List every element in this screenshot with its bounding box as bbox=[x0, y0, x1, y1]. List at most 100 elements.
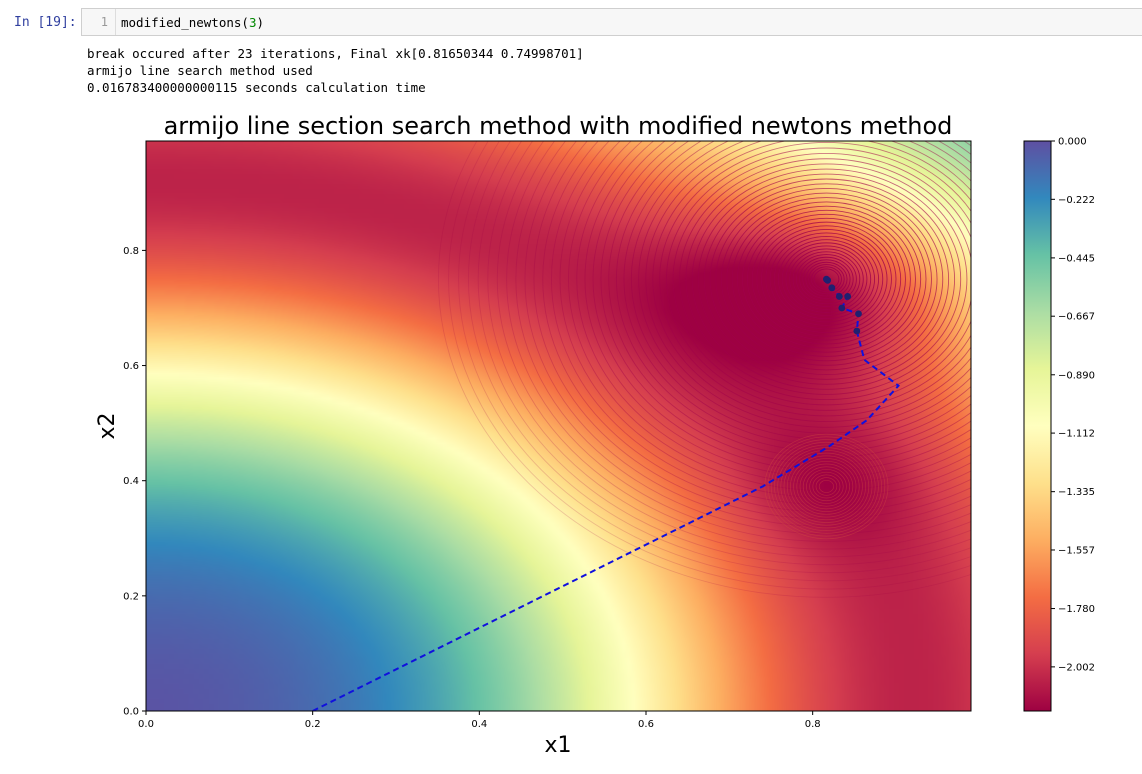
cell-prompt: In [19]: bbox=[14, 15, 77, 30]
contour-ring bbox=[524, 141, 971, 527]
contour-ring bbox=[652, 141, 971, 422]
contour-ring bbox=[751, 217, 902, 341]
contour-ring bbox=[638, 141, 971, 434]
contour-ring bbox=[799, 256, 854, 302]
colorbar-tick-label: −1.335 bbox=[1058, 487, 1095, 498]
contour-ring bbox=[616, 141, 971, 452]
iterate-marker bbox=[853, 327, 861, 335]
contour-ring bbox=[785, 245, 868, 313]
contour-ring-secondary bbox=[818, 479, 834, 493]
contour-ring bbox=[630, 141, 971, 440]
contour-ring bbox=[746, 213, 906, 345]
contour-ring bbox=[709, 183, 944, 376]
chart-title: armijo line section search method with m… bbox=[164, 112, 953, 140]
contour-ring-secondary bbox=[802, 466, 850, 507]
contour-ring bbox=[781, 242, 872, 316]
y-tick-label: 0.6 bbox=[123, 361, 139, 372]
gutter-separator bbox=[115, 9, 116, 35]
y-axis-label: x2 bbox=[95, 412, 120, 439]
contour-ring bbox=[608, 141, 971, 459]
colorbar-tick-label: −0.667 bbox=[1058, 312, 1095, 323]
contour-ring bbox=[703, 178, 950, 380]
contour-ring bbox=[760, 225, 892, 333]
code-function-call: modified_newtons( bbox=[121, 15, 249, 30]
contour-ring bbox=[468, 141, 971, 574]
contour-ring-secondary bbox=[774, 441, 879, 532]
contour-ring bbox=[672, 153, 971, 406]
contour-ring bbox=[769, 232, 884, 326]
contour-ring bbox=[438, 141, 971, 598]
contour-ring bbox=[576, 141, 971, 485]
contour-ring bbox=[679, 158, 971, 401]
colorbar-tick-label: −0.890 bbox=[1058, 370, 1095, 381]
contour-ring bbox=[813, 268, 840, 290]
output-line-time: 0.016783400000000115 seconds calculation… bbox=[87, 80, 426, 95]
y-tick-label: 0.0 bbox=[123, 707, 139, 718]
contour-ring bbox=[659, 142, 971, 417]
y-tick-label: 0.4 bbox=[123, 476, 139, 487]
contour-ring-secondary bbox=[793, 458, 860, 515]
iterate-marker bbox=[823, 275, 830, 283]
colorbar-tick-label: −1.780 bbox=[1058, 604, 1095, 615]
x-tick-label: 0.4 bbox=[471, 719, 487, 730]
contour-ring bbox=[795, 254, 857, 305]
contour-ring bbox=[810, 266, 842, 292]
line-number: 1 bbox=[100, 15, 108, 29]
output-line-break-message: break occured after 23 iterations, Final… bbox=[87, 46, 584, 61]
contour-ring-secondary bbox=[790, 455, 863, 518]
code-close-paren: ) bbox=[256, 15, 264, 30]
colorbar-tick-label: −2.002 bbox=[1058, 662, 1095, 673]
contour-ring-secondary bbox=[780, 447, 873, 526]
heatmap-image bbox=[146, 141, 971, 711]
code-cell-input[interactable]: 1 modified_newtons(3) bbox=[81, 8, 1142, 36]
y-axis: 0.0 0.2 0.4 0.6 0.8 bbox=[123, 246, 146, 718]
cell-output: break occured after 23 iterations, Final… bbox=[87, 45, 584, 96]
output-line-method: armijo line search method used bbox=[87, 63, 313, 78]
contour-ring bbox=[515, 141, 971, 535]
contour-ring bbox=[741, 209, 911, 349]
contour-ring-secondary bbox=[767, 436, 886, 537]
colorbar-tick-label: −0.222 bbox=[1058, 195, 1095, 206]
contour-ring bbox=[551, 141, 971, 506]
contour-ring bbox=[802, 259, 851, 300]
contour-ring-secondary bbox=[812, 474, 841, 499]
code-line[interactable]: modified_newtons(3) bbox=[121, 15, 264, 30]
iterate-marker bbox=[855, 310, 862, 318]
x-tick-label: 0.6 bbox=[638, 719, 654, 730]
contour-ring bbox=[792, 251, 861, 307]
contour-lines bbox=[438, 141, 971, 598]
contour-ring bbox=[568, 141, 971, 492]
contour-ring bbox=[458, 141, 971, 582]
y-tick-label: 0.8 bbox=[123, 246, 139, 257]
contour-ring bbox=[477, 141, 971, 566]
colorbar-tick-label: −0.445 bbox=[1058, 253, 1095, 264]
contour-ring-secondary bbox=[809, 471, 844, 502]
contour-ring-secondary bbox=[796, 460, 857, 512]
colorbar bbox=[1023, 140, 1052, 712]
contour-ring-secondary bbox=[806, 469, 847, 504]
contour-ring bbox=[715, 188, 938, 371]
contour-ring bbox=[777, 239, 876, 320]
contour-ring bbox=[685, 163, 968, 395]
iterate-marker bbox=[835, 293, 843, 300]
y-tick-label: 0.2 bbox=[123, 591, 139, 602]
contour-ring bbox=[697, 173, 956, 385]
contour-ring bbox=[506, 141, 971, 542]
contour-ring bbox=[773, 235, 880, 323]
contour-ring bbox=[691, 168, 962, 390]
contour-ring bbox=[645, 141, 971, 428]
x-axis-label: x1 bbox=[544, 733, 571, 758]
iterate-marker bbox=[838, 304, 846, 312]
contour-ring bbox=[805, 261, 848, 297]
contour-ring bbox=[584, 141, 971, 478]
plot-frame bbox=[145, 140, 972, 712]
contour-ring bbox=[666, 147, 971, 411]
x-tick-label: 0.2 bbox=[305, 719, 321, 730]
contour-ring bbox=[448, 141, 971, 590]
contour-ring bbox=[726, 197, 927, 362]
colorbar-tick-label: 0.000 bbox=[1058, 137, 1087, 148]
optimization-path bbox=[312, 275, 900, 711]
contour-ring bbox=[559, 141, 971, 499]
contour-ring bbox=[731, 201, 922, 357]
